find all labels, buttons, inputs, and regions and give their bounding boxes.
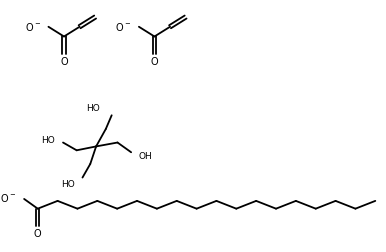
Text: O: O (60, 57, 68, 67)
Text: O$^-$: O$^-$ (25, 21, 41, 33)
Text: O$^-$: O$^-$ (115, 21, 131, 33)
Text: OH: OH (139, 151, 153, 160)
Text: HO: HO (86, 104, 100, 113)
Text: HO: HO (61, 179, 75, 188)
Text: HO: HO (42, 136, 55, 145)
Text: O: O (151, 57, 158, 67)
Text: O$^-$: O$^-$ (0, 191, 16, 203)
Text: O: O (34, 228, 42, 238)
